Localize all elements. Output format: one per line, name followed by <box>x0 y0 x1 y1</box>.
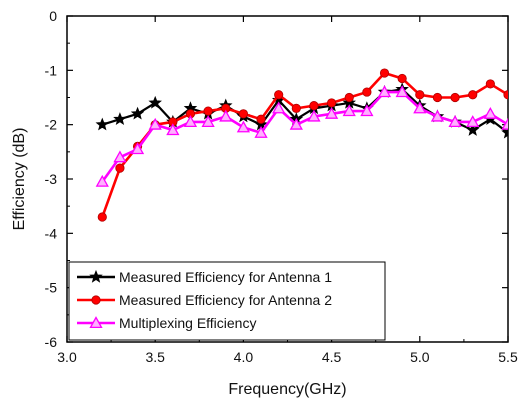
data-point <box>430 109 445 122</box>
data-point <box>236 120 251 133</box>
data-point <box>379 68 390 78</box>
data-point <box>148 95 162 109</box>
y-axis-label: Efficiency (dB) <box>11 128 28 231</box>
data-point <box>203 106 213 116</box>
y-tick-label: 0 <box>49 8 57 24</box>
x-tick-label: 4.0 <box>234 349 254 365</box>
data-point <box>291 103 301 113</box>
data-point <box>274 90 284 100</box>
data-point <box>485 79 495 89</box>
y-tick-label: -5 <box>45 280 58 296</box>
series-layer <box>95 68 508 222</box>
data-point <box>238 109 248 119</box>
x-tick-label: 4.5 <box>322 349 342 365</box>
y-tick-label: -3 <box>45 171 58 187</box>
y-tick-label: -6 <box>45 334 58 350</box>
legend-swatch-marker <box>89 316 103 329</box>
data-point <box>148 117 162 130</box>
data-point <box>115 163 125 173</box>
data-point <box>413 101 427 114</box>
data-point <box>344 92 354 103</box>
x-tick-label: 3.5 <box>145 349 165 365</box>
legend-swatch-marker <box>91 295 101 305</box>
data-point <box>360 104 374 117</box>
data-point <box>468 90 478 100</box>
legend-swatch-marker <box>89 269 103 283</box>
y-tick-label: -2 <box>45 117 58 133</box>
data-point <box>324 106 339 119</box>
data-point <box>272 101 286 114</box>
data-point <box>309 101 319 111</box>
data-point <box>289 117 303 130</box>
data-point <box>307 109 321 122</box>
data-point <box>415 90 425 100</box>
data-point <box>256 114 266 124</box>
legend-label: Measured Efficiency for Antenna 2 <box>119 292 332 308</box>
data-point <box>166 123 180 136</box>
x-tick-label: 5.0 <box>410 349 430 365</box>
series-3 <box>95 85 508 187</box>
legend-box <box>68 261 386 341</box>
series-line <box>101 90 508 183</box>
y-tick-label: -4 <box>45 225 58 241</box>
data-point <box>219 109 233 122</box>
y-tick-label: -1 <box>45 62 58 78</box>
data-point <box>397 73 407 84</box>
data-point <box>130 142 145 155</box>
data-point <box>130 106 145 120</box>
data-point <box>254 125 268 138</box>
data-point <box>113 112 127 125</box>
data-point <box>342 104 356 117</box>
series-2 <box>97 68 508 222</box>
data-point <box>326 98 337 108</box>
x-tick-label: 5.5 <box>498 349 518 365</box>
data-point <box>448 115 462 127</box>
data-point <box>95 117 110 131</box>
data-point <box>501 125 508 139</box>
data-point <box>465 123 480 136</box>
data-point <box>113 150 127 163</box>
x-tick-label: 3.0 <box>57 349 77 365</box>
data-point <box>183 115 198 127</box>
data-point <box>483 106 497 119</box>
data-point <box>362 87 372 97</box>
data-point <box>395 85 409 98</box>
series-line <box>101 71 508 218</box>
legend: Measured Efficiency for Antenna 1 Measure… <box>68 261 386 341</box>
legend-label: Measured Efficiency for Antenna 1 <box>119 269 332 285</box>
ticks: 3.0 3.5 4.0 4.5 5.0 5.5 0 -1 -2 -3 -4 -5 -6 <box>45 8 518 365</box>
data-point <box>95 174 109 187</box>
data-point <box>377 85 392 98</box>
data-point <box>97 212 107 222</box>
x-axis-label: Frequency(GHz) <box>228 381 346 398</box>
data-point <box>466 115 480 127</box>
data-point <box>201 115 215 127</box>
data-point <box>450 92 460 103</box>
data-point <box>501 117 508 130</box>
data-point <box>503 90 508 100</box>
data-point <box>432 92 443 103</box>
legend-label: Multiplexing Efficiency <box>119 315 256 331</box>
